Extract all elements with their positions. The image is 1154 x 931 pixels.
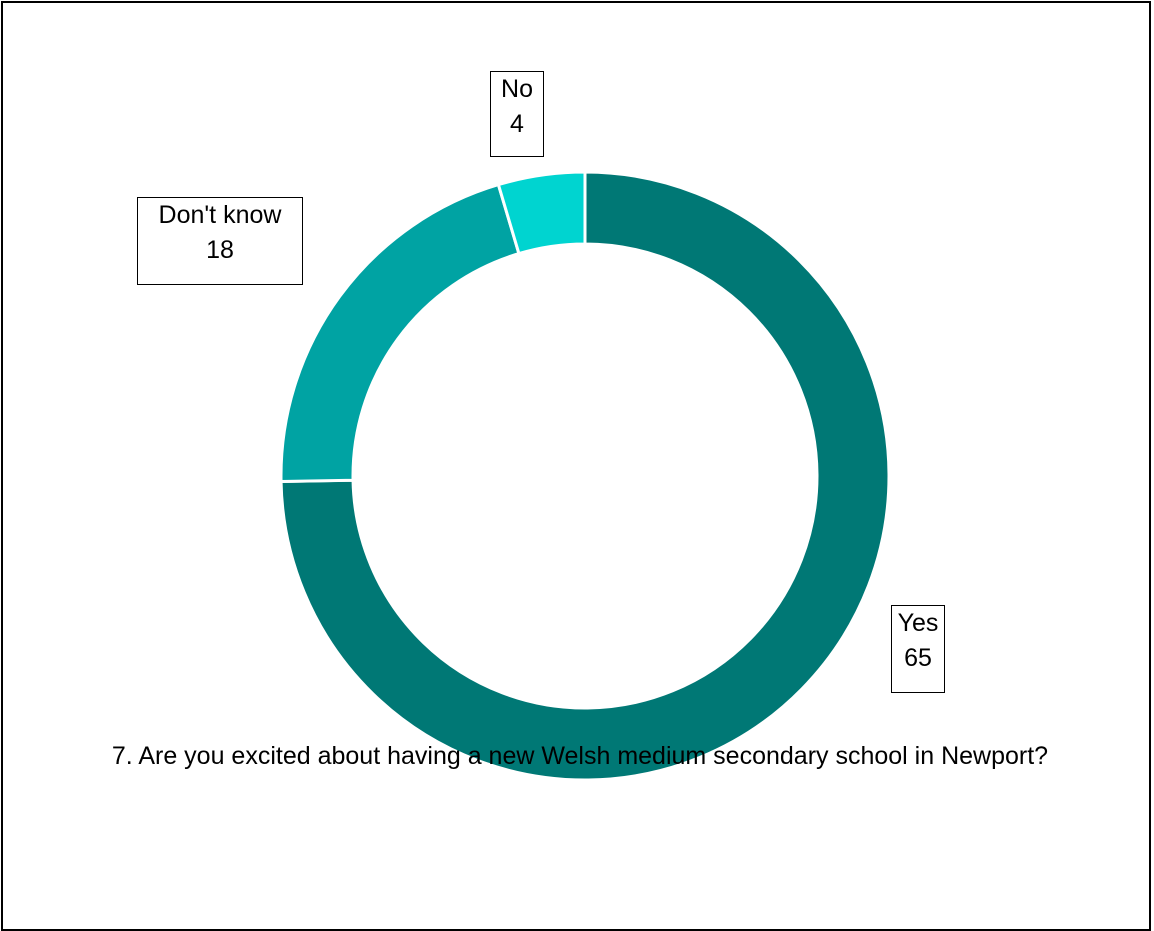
data-label-dont-know-value: 18 bbox=[206, 236, 234, 264]
slice-yes bbox=[279, 170, 891, 782]
data-label-yes: Yes 65 bbox=[891, 605, 945, 693]
data-label-dont-know-category: Don't know bbox=[158, 201, 282, 229]
slice-no bbox=[496, 170, 587, 256]
data-label-yes-value: 65 bbox=[904, 644, 932, 672]
data-label-no: No 4 bbox=[490, 71, 544, 157]
donut-chart bbox=[279, 170, 891, 782]
data-label-dont-know: Don't know 18 bbox=[137, 197, 303, 285]
data-label-yes-category: Yes bbox=[897, 609, 939, 637]
slice-don-t-know bbox=[279, 182, 521, 484]
donut-slices bbox=[279, 170, 891, 782]
chart-title: 7. Are you excited about having a new We… bbox=[111, 742, 1049, 770]
data-label-no-value: 4 bbox=[510, 110, 524, 138]
data-label-no-category: No bbox=[501, 75, 533, 103]
